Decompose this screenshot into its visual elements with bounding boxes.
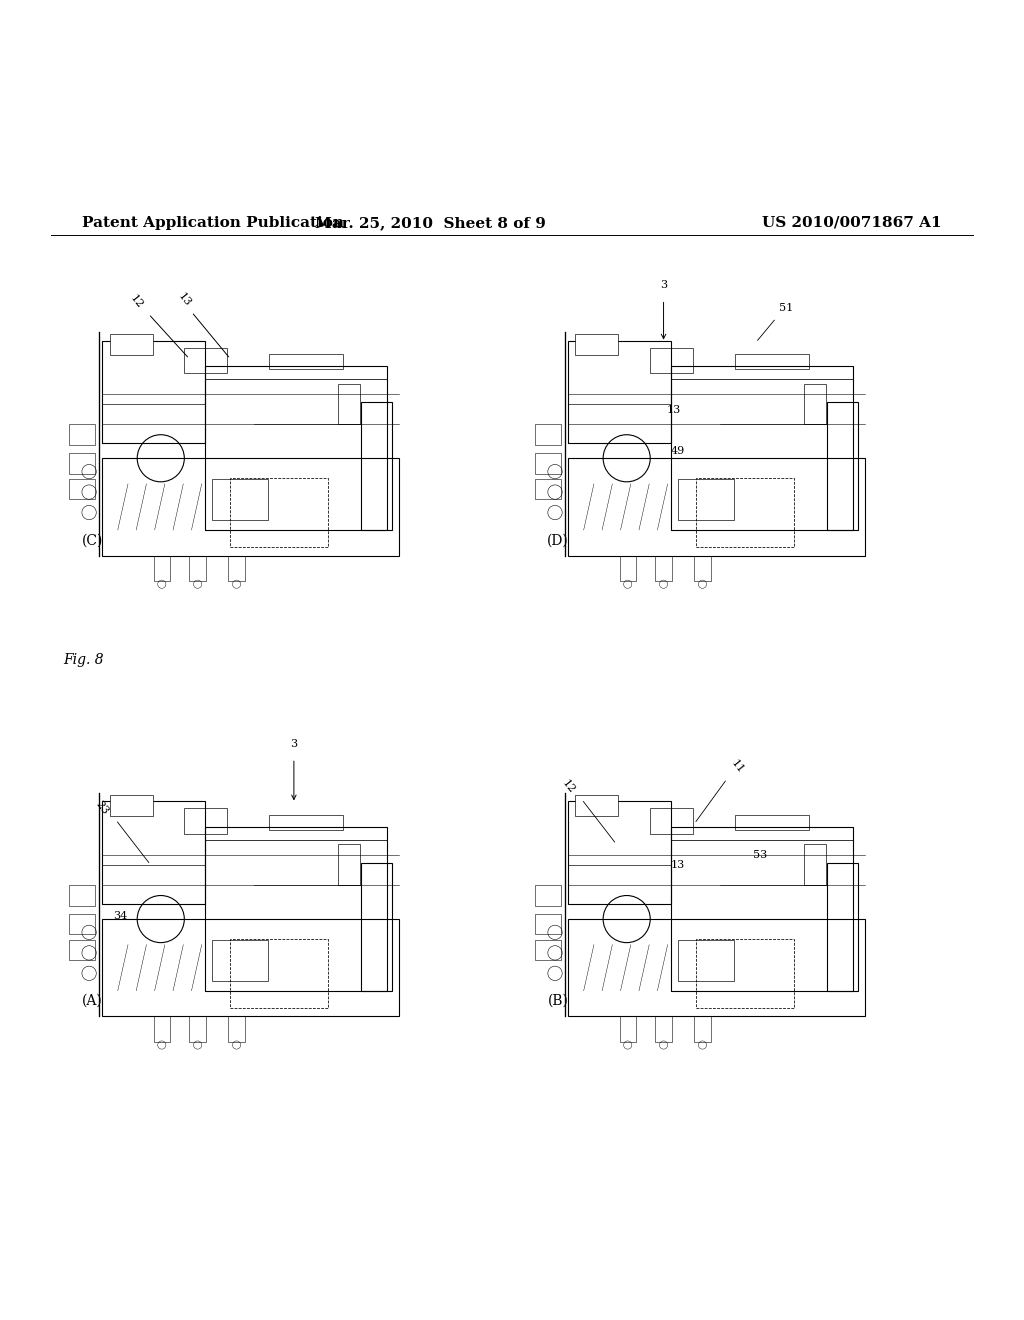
Bar bbox=[212, 940, 268, 981]
Bar bbox=[189, 1016, 206, 1041]
Bar bbox=[228, 556, 245, 581]
Text: US 2010/0071867 A1: US 2010/0071867 A1 bbox=[763, 215, 942, 230]
Text: 13: 13 bbox=[176, 290, 193, 309]
Bar bbox=[678, 940, 734, 981]
Bar bbox=[69, 886, 95, 906]
Text: (B): (B) bbox=[548, 994, 568, 1008]
Bar bbox=[694, 556, 711, 581]
Bar bbox=[154, 556, 170, 581]
Bar bbox=[269, 814, 343, 830]
Bar bbox=[69, 453, 95, 474]
Bar bbox=[154, 1016, 170, 1041]
Text: (C): (C) bbox=[82, 533, 102, 548]
Bar bbox=[735, 814, 809, 830]
Bar bbox=[535, 479, 561, 499]
Bar bbox=[696, 939, 794, 1008]
Bar bbox=[535, 425, 561, 445]
Text: 49: 49 bbox=[671, 446, 685, 457]
Bar bbox=[184, 347, 227, 374]
Bar bbox=[827, 863, 858, 991]
Bar bbox=[620, 1016, 636, 1041]
Bar bbox=[205, 366, 387, 529]
Text: 3: 3 bbox=[660, 280, 667, 290]
Bar bbox=[568, 458, 865, 556]
Bar bbox=[696, 478, 794, 548]
Bar bbox=[575, 795, 618, 816]
Bar bbox=[804, 384, 826, 425]
Bar bbox=[102, 919, 399, 1016]
Bar bbox=[205, 826, 387, 991]
Bar bbox=[361, 403, 392, 529]
Bar bbox=[568, 341, 671, 444]
Text: 3: 3 bbox=[291, 739, 297, 748]
Bar bbox=[69, 940, 95, 960]
Text: 12: 12 bbox=[560, 779, 577, 796]
Bar bbox=[102, 458, 399, 556]
Bar bbox=[230, 939, 328, 1008]
Bar bbox=[620, 556, 636, 581]
Bar bbox=[568, 919, 865, 1016]
Bar bbox=[694, 1016, 711, 1041]
Bar bbox=[228, 1016, 245, 1041]
Bar bbox=[338, 384, 360, 425]
Text: 23: 23 bbox=[94, 799, 111, 816]
Text: (D): (D) bbox=[547, 533, 569, 548]
Text: 13: 13 bbox=[671, 859, 685, 870]
Bar bbox=[804, 845, 826, 886]
Bar bbox=[575, 334, 618, 355]
Text: Mar. 25, 2010  Sheet 8 of 9: Mar. 25, 2010 Sheet 8 of 9 bbox=[314, 215, 546, 230]
Text: (A): (A) bbox=[82, 994, 102, 1008]
Bar bbox=[110, 795, 153, 816]
Text: 13: 13 bbox=[667, 405, 681, 416]
Bar bbox=[535, 913, 561, 935]
Text: 12: 12 bbox=[128, 293, 144, 310]
Bar bbox=[102, 341, 205, 444]
Bar bbox=[671, 826, 853, 991]
Bar bbox=[535, 886, 561, 906]
Bar bbox=[110, 334, 153, 355]
Bar bbox=[269, 354, 343, 370]
Bar bbox=[69, 913, 95, 935]
Bar bbox=[827, 403, 858, 529]
Bar bbox=[69, 479, 95, 499]
Bar bbox=[735, 354, 809, 370]
Text: 34: 34 bbox=[113, 911, 127, 921]
Bar bbox=[535, 940, 561, 960]
Text: 51: 51 bbox=[779, 302, 794, 313]
Bar bbox=[678, 479, 734, 520]
Bar bbox=[102, 801, 205, 904]
Bar bbox=[650, 347, 693, 374]
Bar bbox=[650, 808, 693, 834]
Bar bbox=[212, 479, 268, 520]
Text: 11: 11 bbox=[729, 758, 745, 775]
Bar bbox=[568, 801, 671, 904]
Bar bbox=[184, 808, 227, 834]
Bar bbox=[338, 845, 360, 886]
Text: Patent Application Publication: Patent Application Publication bbox=[82, 215, 344, 230]
Bar bbox=[535, 453, 561, 474]
Bar bbox=[361, 863, 392, 991]
Bar bbox=[655, 556, 672, 581]
Bar bbox=[655, 1016, 672, 1041]
Text: 53: 53 bbox=[753, 850, 767, 859]
Text: Fig. 8: Fig. 8 bbox=[63, 653, 104, 667]
Bar bbox=[189, 556, 206, 581]
Bar bbox=[230, 478, 328, 548]
Bar bbox=[69, 425, 95, 445]
Bar bbox=[671, 366, 853, 529]
